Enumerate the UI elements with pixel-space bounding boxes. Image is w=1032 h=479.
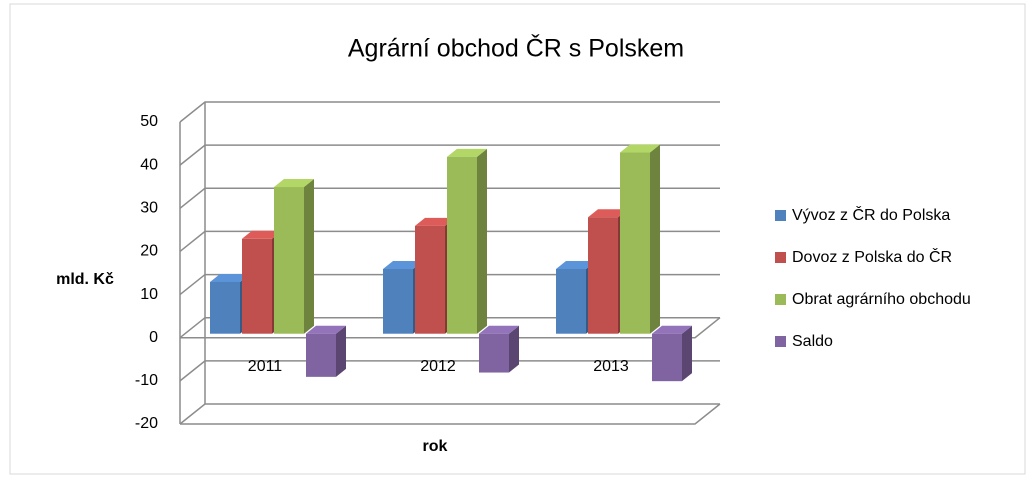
floor-edge: [180, 403, 721, 425]
chart-frame: [9, 3, 1026, 475]
legend-label: Dovoz z Polska do ČR: [792, 247, 952, 266]
bar-side: [304, 179, 314, 334]
legend-swatch: [775, 252, 786, 263]
legend-swatch: [775, 210, 786, 221]
bar-side: [682, 325, 692, 382]
bar-top: [274, 179, 314, 188]
y-tick-label: 50: [140, 113, 158, 130]
floor-edge: [180, 317, 721, 339]
y-tick-label: -10: [135, 372, 158, 389]
bar-top: [383, 261, 423, 269]
y-tick-label: 0: [149, 329, 158, 346]
x-tick-label: 2011: [248, 358, 283, 375]
bar-top: [306, 325, 346, 334]
bar-side: [650, 144, 660, 334]
bar: [415, 225, 445, 334]
x-axis-label: rok: [423, 438, 448, 455]
grid-line: [179, 403, 720, 425]
bar: [274, 187, 304, 334]
bar: [620, 152, 650, 334]
bar: [242, 238, 272, 334]
legend-label: Saldo: [792, 333, 833, 350]
grid-line: [179, 316, 720, 339]
chart-title: Agrární obchod ČR s Polskem: [348, 34, 684, 63]
bar: [588, 217, 618, 334]
bar: [652, 333, 682, 382]
grid-line: [179, 360, 720, 382]
bar-top: [242, 230, 282, 239]
bar: [447, 156, 477, 334]
legend-swatch: [775, 294, 786, 305]
bar: [306, 333, 336, 377]
y-tick-label: 40: [140, 156, 158, 173]
bar-top: [447, 148, 487, 157]
bar-top: [415, 217, 455, 226]
bar: [383, 269, 413, 334]
grid-line: [179, 273, 720, 296]
y-tick-label: 10: [140, 286, 158, 303]
bar-top: [479, 325, 519, 334]
bar: [479, 333, 509, 373]
bar-side: [477, 148, 487, 334]
bar-side: [509, 325, 519, 373]
bar-top: [210, 273, 250, 282]
y-tick-label: 30: [140, 200, 158, 217]
y-axis-label: mld. Kč: [56, 271, 114, 288]
bar-top: [588, 209, 628, 218]
bar: [210, 281, 240, 334]
bar-top: [652, 325, 692, 334]
grid-line: [179, 101, 720, 123]
legend-label: Vývoz z ČR do Polska: [792, 205, 950, 224]
bar-top: [620, 144, 660, 153]
bar-side: [336, 325, 346, 377]
grid-line: [179, 230, 720, 253]
bar: [556, 269, 586, 334]
legend-label: Obrat agrárního obchodu: [792, 291, 971, 308]
legend-swatch: [775, 336, 786, 347]
x-tick-label: 2012: [420, 358, 456, 375]
y-tick-label: 20: [140, 243, 158, 260]
grid-line: [179, 144, 720, 166]
grid-line: [179, 187, 720, 209]
bar-top: [556, 261, 596, 269]
x-tick-label: 2013: [593, 358, 629, 375]
y-tick-label: -20: [135, 415, 158, 432]
